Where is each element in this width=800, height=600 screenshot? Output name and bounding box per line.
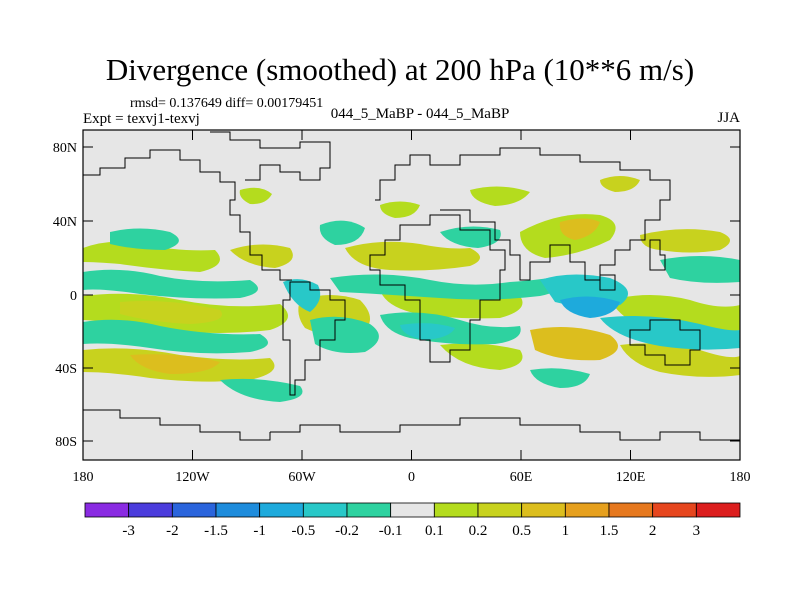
colorbar-swatch	[171, 502, 217, 518]
colorbar-label: -0.5	[291, 523, 315, 539]
lat-tick-label: 0	[70, 289, 77, 304]
colorbar-label: -1	[253, 523, 266, 539]
lat-tick-label: 80N	[53, 141, 77, 156]
colorbar-label: -2	[166, 523, 179, 539]
lon-tick-label: 60W	[288, 470, 316, 485]
colorbar-label: 3	[693, 523, 701, 539]
season-label: JJA	[717, 110, 740, 126]
colorbar-label: -3	[122, 523, 135, 539]
longitude-axis: 180 120W 60W 0 60E 120E 180	[73, 130, 751, 485]
lon-tick-label: 60E	[510, 470, 533, 485]
divergence-field	[83, 176, 740, 402]
colorbar-swatch	[390, 502, 435, 518]
colorbar-swatch	[433, 502, 479, 518]
coastlines	[83, 131, 740, 441]
colorbar-label: 1	[562, 523, 570, 539]
negative-divergence-areas	[83, 220, 740, 402]
colorbar-swatch	[608, 502, 654, 518]
plot-title: Divergence (smoothed) at 200 hPa (10**6 …	[105, 52, 695, 87]
colorbar-swatch	[215, 502, 261, 518]
colorbar-swatch	[477, 502, 523, 518]
colorbar-swatch	[346, 502, 392, 518]
colorbar-label: 0.2	[469, 523, 488, 539]
lat-tick-label: 80S	[55, 435, 77, 450]
colorbar-label: 2	[649, 523, 657, 539]
colorbar-label: 1.5	[600, 523, 619, 539]
colorbar: -3 -2 -1.5 -1 -0.5 -0.2 -0.1 0.1 0.2 0.5 1 1.5 2 3	[84, 502, 741, 539]
colorbar-label: 0.1	[425, 523, 444, 539]
latitude-axis: 80N 40N 0 40S 80S	[53, 141, 740, 450]
comparison-label: 044_5_MaBP - 044_5_MaBP	[330, 106, 510, 122]
colorbar-swatch	[652, 502, 697, 518]
lon-tick-label: 180	[73, 470, 94, 485]
lon-tick-label: 120E	[616, 470, 646, 485]
lon-tick-label: 120W	[175, 470, 210, 485]
colorbar-swatch	[695, 502, 741, 518]
colorbar-label: 0.5	[512, 523, 531, 539]
lon-tick-label: 180	[730, 470, 751, 485]
colorbar-swatch	[302, 502, 348, 518]
experiment-label: Expt = texvj1-texvj	[83, 111, 200, 127]
lat-tick-label: 40N	[53, 215, 77, 230]
colorbar-swatch	[84, 502, 130, 518]
colorbar-swatch	[521, 502, 566, 518]
colorbar-label: -1.5	[204, 523, 228, 539]
stats-line: rmsd= 0.137649 diff= 0.00179451	[130, 96, 324, 111]
colorbar-label: -0.2	[335, 523, 359, 539]
lon-tick-label: 0	[408, 470, 415, 485]
colorbar-swatch	[259, 502, 304, 518]
colorbar-label: -0.1	[379, 523, 403, 539]
colorbar-swatch	[128, 502, 173, 518]
lat-tick-label: 40S	[55, 362, 77, 377]
colorbar-swatch	[564, 502, 610, 518]
